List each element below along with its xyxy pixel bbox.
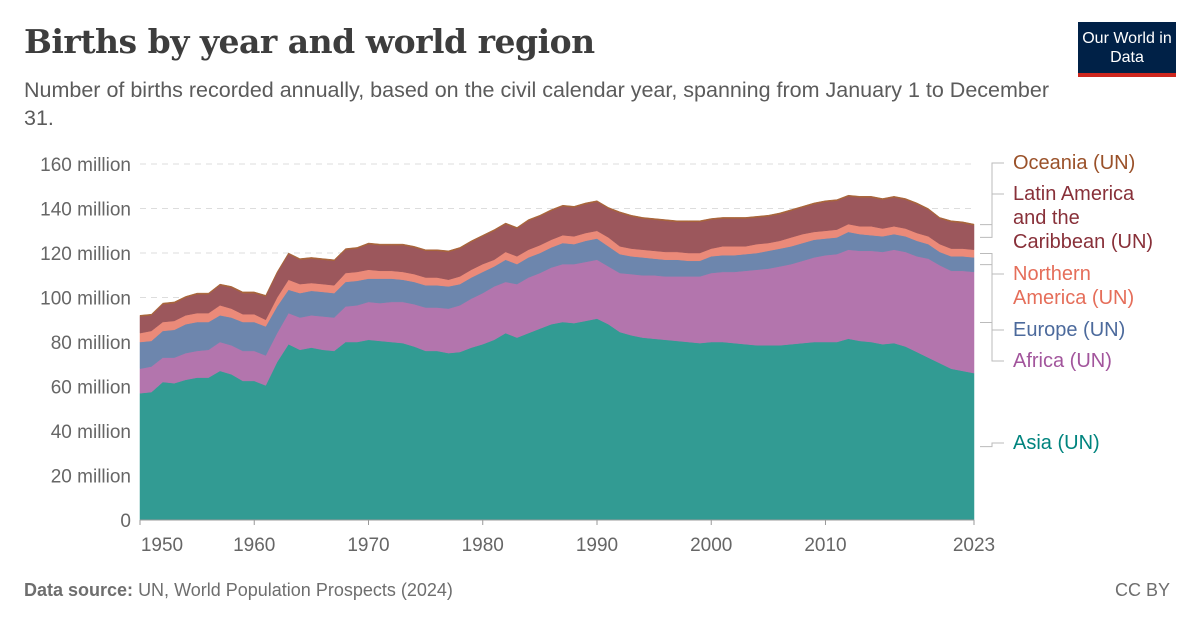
data-source: Data source: UN, World Population Prospe… [24, 580, 453, 601]
label-connector [980, 253, 1004, 275]
area-oceania-un[interactable] [139, 194, 975, 317]
chart-title: Births by year and world region [24, 22, 595, 61]
x-tick-label: 2023 [953, 535, 995, 556]
series-label[interactable]: America (UN) [1013, 287, 1134, 309]
data-source-label: Data source: [24, 580, 134, 600]
license[interactable]: CC BY [1114, 580, 1170, 600]
y-tick-label: 160 million [40, 155, 131, 176]
label-connector [980, 193, 1004, 238]
data-source-link[interactable]: UN, World Population Prospects (2024) [138, 580, 453, 600]
series-label[interactable]: Asia (UN) [1013, 432, 1100, 454]
y-tick-label: 20 million [51, 467, 131, 488]
y-tick-label: 0 [120, 511, 131, 532]
x-tick-label: 2000 [690, 535, 732, 556]
x-tick-label: 1970 [347, 535, 389, 556]
series-label[interactable]: Caribbean (UN) [1013, 231, 1153, 253]
x-tick-label: 1950 [141, 535, 183, 556]
series-label[interactable]: Northern [1013, 263, 1091, 285]
y-tick-label: 60 million [51, 378, 131, 399]
y-tick-label: 40 million [51, 422, 131, 443]
y-tick-label: 80 million [51, 333, 131, 354]
series-label[interactable]: Africa (UN) [1013, 350, 1112, 372]
x-tick-label: 1960 [233, 535, 275, 556]
x-tick-label: 2010 [804, 535, 846, 556]
label-connector [980, 322, 1004, 362]
label-connector [980, 264, 1004, 331]
series-label[interactable]: and the [1013, 207, 1080, 229]
y-tick-label: 140 million [40, 200, 131, 221]
owid-logo[interactable]: Our World in Data [1078, 22, 1176, 77]
series-label[interactable]: Latin America [1013, 183, 1135, 205]
label-connector [980, 442, 1004, 448]
y-tick-label: 100 million [40, 289, 131, 310]
y-tick-label: 120 million [40, 244, 131, 265]
x-tick-label: 1980 [462, 535, 504, 556]
series-label[interactable]: Oceania (UN) [1013, 152, 1135, 174]
chart-subtitle: Number of births recorded annually, base… [24, 78, 1049, 130]
x-tick-label: 1990 [576, 535, 618, 556]
series-label[interactable]: Europe (UN) [1013, 319, 1125, 341]
